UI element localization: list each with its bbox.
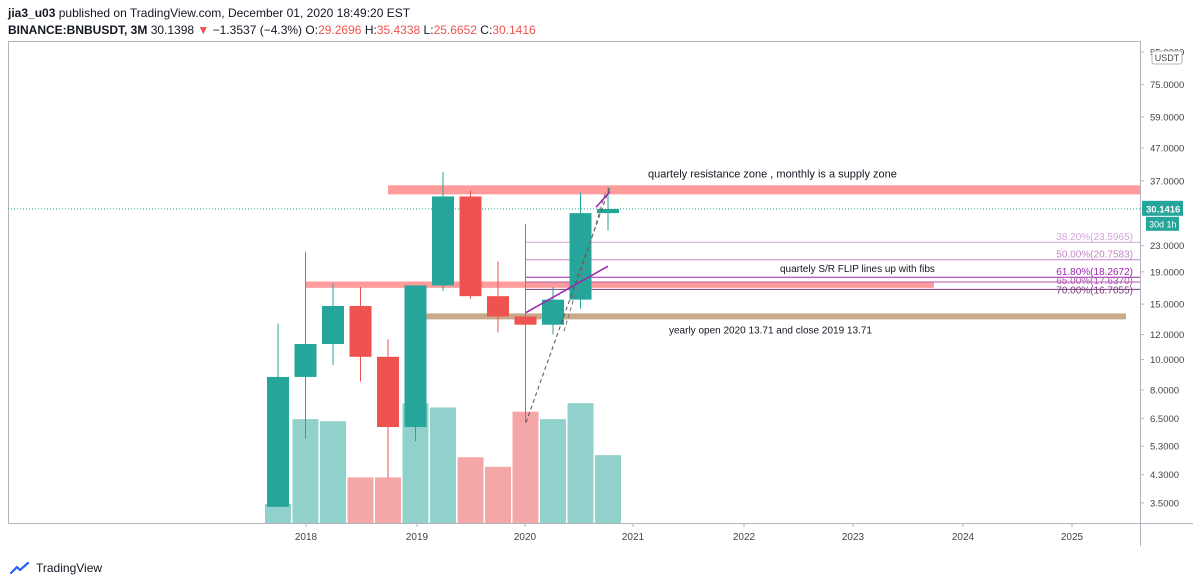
ohlc-low-label: L: [423,23,434,37]
ohlc-open-label: O: [305,23,319,37]
price-chart[interactable]: 38.20%(23.5965) 50.00%(20.7583) 61.80%(18.… [8,41,1193,546]
volume-bar [457,457,484,523]
yearly-open-annotation: yearly open 2020 13.71 and close 2019 13… [669,325,872,336]
volume-bar [347,477,374,523]
candle-body[interactable] [377,356,399,427]
volume-bar [265,503,291,523]
symbol-name: BINANCE:BNBUSDT, 3M [8,23,148,37]
candle-body[interactable] [404,285,427,427]
volume-bar [512,411,539,523]
price-tick-label: 37.0000 [1150,176,1184,187]
time-tick-label: 2021 [622,532,645,543]
candle-body[interactable] [597,209,619,214]
last-price-badge [1142,200,1183,216]
currency-badge[interactable] [1151,50,1183,65]
published-text: published on TradingView.com, December 0… [58,6,411,20]
down-arrow-icon: ▼ [197,23,210,37]
volume-bar [485,466,511,523]
volume-bar [320,421,346,523]
last-price-label: 30.1416 [1146,204,1180,215]
resistance-zone[interactable] [388,185,1140,195]
fib-level-label: 38.20%(23.5965) [1056,232,1133,243]
time-tick-label: 2019 [406,532,429,543]
resistance-annotation: quartely resistance zone , monthly is a … [648,168,897,180]
tradingview-footer[interactable]: TradingView [10,558,102,578]
volume-bar [540,419,566,523]
last-price: 30.1398 [150,23,195,37]
price-tick-label: 47.0000 [1150,144,1184,155]
time-tick-label: 2020 [514,532,537,543]
candle-body[interactable] [432,196,454,286]
yearly-open-zone[interactable] [426,313,1126,320]
price-tick-label: 12.0000 [1150,330,1184,341]
time-tick-label: 2022 [733,532,756,543]
price-tick-label: 3.5000 [1150,498,1179,509]
volume-bar [430,407,456,523]
fib-level-label: 61.80%(18.2672) [1056,267,1133,278]
candle-body[interactable] [267,376,289,507]
price-tick-label: 59.0000 [1150,113,1184,124]
ohlc-open-value: 29.2696 [318,23,362,37]
price-tick-label: 4.3000 [1150,470,1179,481]
fib-level-label: 50.00%(20.7583) [1056,250,1133,261]
time-tick-label: 2025 [1061,532,1084,543]
price-tick-label: 15.0000 [1150,300,1184,311]
ohlc-high-value: 35.4338 [376,23,421,37]
price-tick-label: 19.0000 [1150,267,1184,278]
currency-label: USDT [1155,53,1180,63]
volume-bar [595,455,621,523]
candle-body[interactable] [514,316,537,325]
trendline-purple[interactable] [525,265,609,314]
countdown-badge [1146,216,1179,231]
volume-bar [567,403,594,523]
symbol-legend: BINANCE:BNBUSDT, 3M 30.1398 ▼ −1.3537 (−… [8,23,536,37]
fib-level-label: 65.00%(17.6370) [1056,276,1133,287]
ohlc-close-label: C: [480,23,493,37]
price-tick-label: 5.3000 [1150,442,1179,453]
price-tick-label: 23.0000 [1150,241,1184,252]
candle-body[interactable] [542,299,564,325]
candle-body[interactable] [487,296,509,317]
time-tick-label: 2024 [952,532,975,543]
price-tick-label: 6.5000 [1150,414,1179,425]
countdown-label: 30d 1h [1149,219,1177,229]
candle-body[interactable] [294,344,317,377]
price-change: −1.3537 (−4.3%) [212,23,303,37]
sr-flip-zone[interactable] [305,281,934,288]
fib-level-label: 70.00%(16.7055) [1056,285,1133,296]
candle-body[interactable] [322,305,344,345]
trendline-dashed[interactable] [563,190,607,332]
time-tick-label: 2018 [295,532,318,543]
price-tick-label: 75.0000 [1150,80,1184,91]
ohlc-low-value: 25.6652 [433,23,477,37]
time-tick-label: 2023 [842,532,865,543]
ohlc-close-value: 30.1416 [492,23,536,37]
tradingview-logo-icon [10,562,30,574]
price-tick-label: 8.0000 [1150,385,1179,396]
candle-body[interactable] [349,305,372,357]
candle-body[interactable] [459,196,482,297]
tradingview-brand: TradingView [36,561,103,575]
ohlc-high-label: H: [364,23,377,37]
sr-flip-annotation: quartely S/R FLIP lines up with fibs [780,264,935,275]
price-tick-label: 10.0000 [1150,355,1184,366]
publish-info: jia3_u03 published on TradingView.com, D… [8,6,410,20]
volume-bar [375,477,401,523]
trendline-purple[interactable] [595,191,611,208]
publisher-name[interactable]: jia3_u03 [8,6,56,20]
